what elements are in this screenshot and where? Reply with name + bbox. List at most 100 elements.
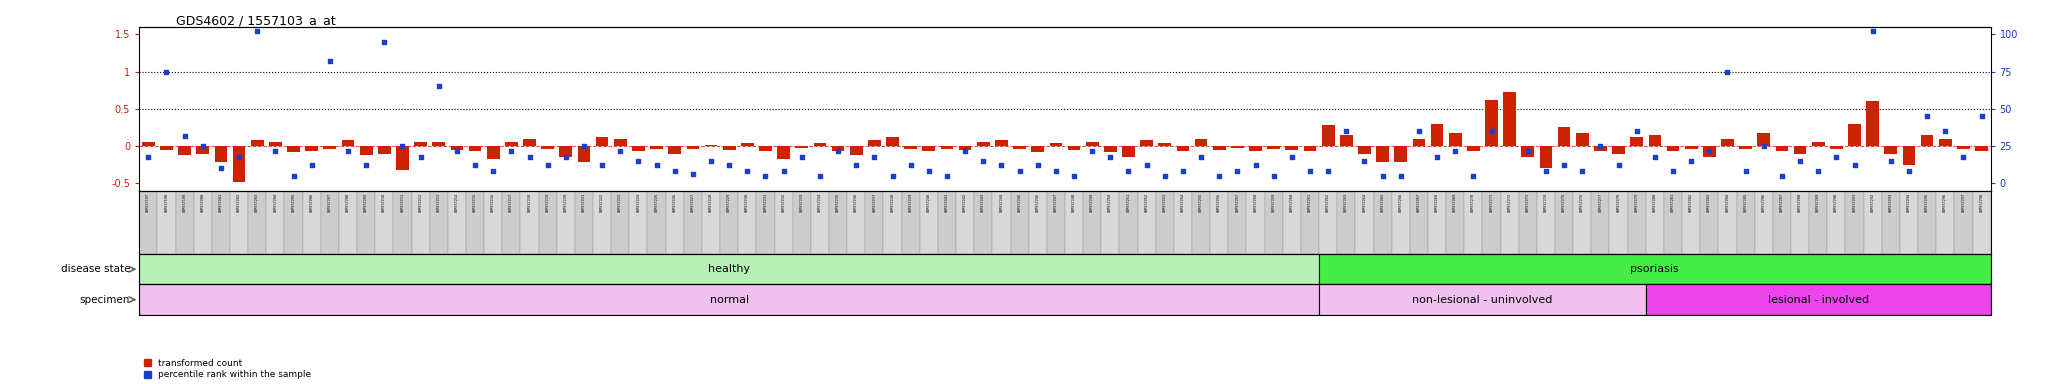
Bar [1049,143,1063,146]
Text: psoriasis: psoriasis [1630,264,1679,274]
Bar [1446,191,1464,254]
Point [784,154,817,160]
Bar [197,146,209,154]
Text: GSM337237: GSM337237 [872,193,877,212]
Bar [737,191,756,254]
Bar [1122,146,1135,157]
Bar [342,140,354,146]
Text: GSM337214: GSM337214 [455,193,459,212]
Text: GSM337224: GSM337224 [637,193,641,212]
Bar [1229,191,1247,254]
Point [967,158,999,164]
Point [1075,147,1108,154]
Point [1040,168,1073,174]
Bar [684,191,702,254]
Bar [1882,191,1901,254]
Bar [233,146,246,182]
Text: GSM337227: GSM337227 [690,193,694,212]
Bar [1102,191,1120,254]
Bar [1939,139,1952,146]
Bar [1866,101,1878,146]
Bar [1393,191,1409,254]
Bar [1919,191,1935,254]
Bar [1374,191,1393,254]
Bar [1358,146,1370,154]
Bar [774,191,793,254]
Point [1493,9,1526,15]
Bar [1028,191,1047,254]
Point [514,154,547,160]
Bar [578,146,590,162]
Bar [139,285,1319,315]
Bar [887,137,899,146]
Text: GSM337204: GSM337204 [272,193,276,212]
Bar [502,191,520,254]
Point [1348,158,1380,164]
Bar [1935,191,1954,254]
Bar [1085,142,1098,146]
Bar [287,146,299,152]
Bar [848,191,866,254]
Point [1638,154,1671,160]
Point [313,58,346,64]
Text: GSM337271: GSM337271 [1489,193,1493,212]
Text: GSM337253: GSM337253 [1163,193,1167,212]
Bar [1159,143,1171,146]
Point [676,171,709,177]
Bar [141,142,156,146]
Text: GSM337280: GSM337280 [1653,193,1657,212]
Text: GSM337243: GSM337243 [981,193,985,212]
Text: GSM337225: GSM337225 [655,193,659,212]
Bar [905,146,918,149]
Bar [610,191,629,254]
Text: GSM337228: GSM337228 [709,193,713,212]
Point [459,162,492,169]
Bar [1958,146,1970,149]
Bar [469,146,481,151]
Point [1729,168,1761,174]
Bar [922,146,936,151]
Bar [1831,146,1843,149]
Bar [1141,140,1153,146]
Text: GSM337221: GSM337221 [582,193,586,212]
Point [1784,158,1817,164]
Bar [596,137,608,146]
Bar [559,146,571,157]
Text: GSM337283: GSM337283 [1708,193,1712,212]
Point [1839,162,1872,169]
Point [1329,128,1362,134]
Point [1384,173,1417,179]
Point [1511,147,1544,154]
Point [657,168,690,174]
Text: lesional - involved: lesional - involved [1767,295,1868,305]
Bar [956,191,975,254]
Text: GSM337211: GSM337211 [401,193,403,212]
Bar [1286,146,1298,150]
Bar [1210,191,1229,254]
Bar [1282,191,1300,254]
Text: GSM337206: GSM337206 [309,193,313,212]
Bar [813,143,825,146]
Text: GSM337202: GSM337202 [238,193,242,212]
Bar [1339,135,1352,146]
Point [403,154,436,160]
Bar [1466,146,1481,151]
Point [1421,154,1454,160]
Text: GSM337200: GSM337200 [201,193,205,212]
Bar [1559,127,1571,146]
Bar [160,146,172,150]
Text: GSM337213: GSM337213 [436,193,440,212]
Bar [285,191,303,254]
Bar [1663,191,1681,254]
Bar [1554,191,1573,254]
Bar [139,191,158,254]
Bar [702,191,721,254]
Bar [1884,146,1896,154]
Point [948,147,981,154]
Bar [229,191,248,254]
Text: GSM337242: GSM337242 [963,193,967,212]
Bar [741,143,754,146]
Point [258,147,291,154]
Text: GSM337230: GSM337230 [745,193,750,212]
Point [1530,168,1563,174]
